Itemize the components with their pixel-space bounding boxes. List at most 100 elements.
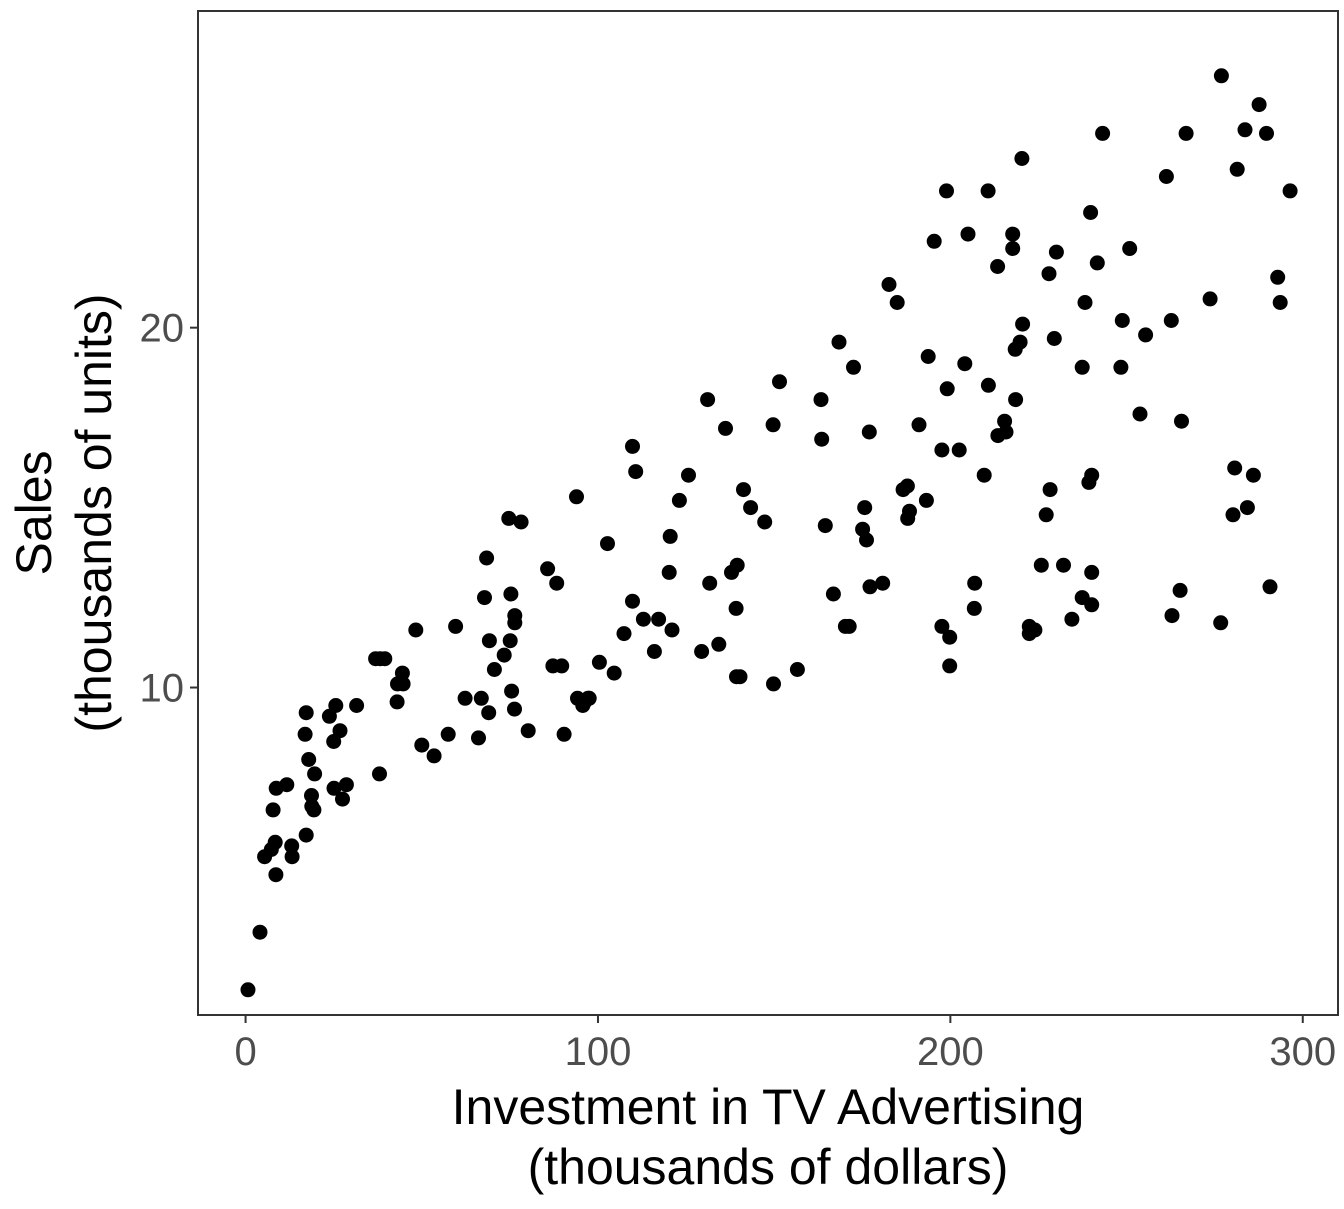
data-point bbox=[520, 723, 536, 739]
data-point bbox=[1012, 334, 1028, 350]
data-point bbox=[307, 766, 323, 782]
data-point bbox=[918, 492, 934, 508]
data-point bbox=[1089, 255, 1105, 271]
data-point bbox=[765, 417, 781, 433]
data-point bbox=[1095, 125, 1111, 141]
data-point bbox=[902, 503, 917, 519]
data-point bbox=[408, 622, 424, 638]
data-point bbox=[440, 726, 456, 742]
data-point bbox=[661, 564, 677, 580]
data-point bbox=[1259, 125, 1274, 141]
y-axis-title-line1: Sales bbox=[6, 450, 62, 575]
data-point bbox=[1239, 500, 1255, 516]
data-point bbox=[486, 662, 502, 677]
y-axis-title-line2: (thousands of units) bbox=[66, 293, 122, 732]
y-tick-label: 10 bbox=[140, 667, 185, 711]
data-point bbox=[757, 514, 773, 530]
data-point bbox=[1163, 313, 1179, 328]
data-point bbox=[321, 708, 337, 724]
data-point bbox=[479, 550, 495, 566]
data-point bbox=[414, 737, 430, 753]
data-point bbox=[772, 374, 787, 390]
data-point bbox=[1282, 183, 1298, 199]
data-point bbox=[1005, 241, 1021, 256]
data-point bbox=[889, 295, 905, 310]
data-point bbox=[338, 777, 354, 793]
data-point bbox=[1237, 122, 1253, 138]
data-point bbox=[304, 788, 319, 803]
data-point bbox=[301, 752, 317, 767]
data-point bbox=[473, 690, 489, 706]
data-point bbox=[711, 636, 727, 652]
data-point bbox=[1227, 460, 1243, 476]
data-point bbox=[966, 600, 982, 616]
data-point bbox=[728, 600, 744, 616]
data-point bbox=[496, 647, 512, 663]
data-point bbox=[606, 665, 622, 681]
data-point bbox=[980, 183, 996, 199]
data-point bbox=[1122, 241, 1138, 256]
data-point bbox=[377, 651, 393, 667]
data-point bbox=[252, 924, 268, 940]
data-point bbox=[664, 622, 680, 638]
data-point bbox=[911, 417, 927, 433]
data-point bbox=[394, 665, 410, 681]
data-point bbox=[1164, 608, 1180, 624]
data-point bbox=[846, 359, 861, 375]
data-point bbox=[1229, 161, 1245, 177]
data-point bbox=[841, 618, 857, 634]
data-point bbox=[1202, 291, 1218, 307]
data-point bbox=[554, 658, 570, 674]
data-point bbox=[957, 356, 973, 372]
data-point bbox=[700, 392, 716, 408]
data-point bbox=[335, 791, 350, 807]
data-point bbox=[457, 690, 473, 706]
x-axis: 0 100 200 300 bbox=[234, 1015, 1336, 1074]
data-point bbox=[549, 575, 565, 591]
data-point bbox=[349, 698, 365, 713]
data-point bbox=[503, 586, 519, 602]
data-point bbox=[581, 690, 597, 706]
data-point bbox=[736, 482, 751, 498]
data-point bbox=[681, 467, 696, 483]
data-point bbox=[284, 849, 300, 865]
data-point bbox=[1077, 295, 1093, 310]
plot-panel bbox=[197, 10, 1339, 1016]
data-point bbox=[926, 233, 942, 249]
data-point bbox=[1014, 151, 1030, 166]
data-point bbox=[426, 748, 442, 764]
data-point bbox=[1174, 413, 1189, 429]
data-point bbox=[569, 489, 584, 505]
data-point bbox=[1225, 507, 1241, 523]
data-point bbox=[507, 701, 522, 717]
data-point bbox=[1245, 467, 1261, 483]
data-point bbox=[662, 528, 678, 544]
data-point bbox=[942, 629, 958, 645]
data-point bbox=[817, 518, 833, 534]
data-point bbox=[1272, 295, 1288, 310]
data-point bbox=[859, 532, 874, 548]
data-point bbox=[1132, 406, 1148, 422]
data-point bbox=[1041, 266, 1057, 282]
data-point bbox=[240, 982, 256, 998]
data-points bbox=[240, 68, 1298, 998]
data-point bbox=[939, 183, 954, 199]
data-point bbox=[556, 726, 572, 742]
data-point bbox=[502, 633, 518, 649]
data-point bbox=[372, 766, 387, 782]
data-point bbox=[942, 658, 958, 674]
data-point bbox=[729, 557, 745, 573]
data-point bbox=[1114, 313, 1130, 328]
x-tick-label: 100 bbox=[565, 1030, 632, 1074]
data-point bbox=[1084, 597, 1100, 613]
data-point bbox=[831, 334, 847, 350]
data-point bbox=[279, 777, 295, 793]
y-tick-label: 20 bbox=[140, 307, 185, 351]
x-tick-label: 300 bbox=[1269, 1030, 1336, 1074]
data-point bbox=[766, 676, 781, 692]
data-point bbox=[635, 611, 651, 627]
data-point bbox=[284, 838, 300, 854]
data-point bbox=[951, 442, 967, 458]
data-point bbox=[976, 467, 992, 483]
data-point bbox=[481, 633, 497, 649]
